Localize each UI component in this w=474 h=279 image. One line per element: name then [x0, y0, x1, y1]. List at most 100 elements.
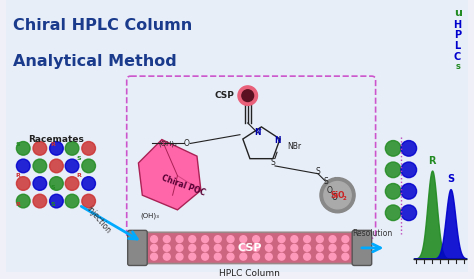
- Circle shape: [385, 184, 401, 199]
- Text: CSP: CSP: [237, 243, 262, 253]
- Circle shape: [304, 236, 310, 242]
- Circle shape: [33, 194, 46, 208]
- Circle shape: [385, 205, 401, 221]
- Circle shape: [240, 253, 247, 260]
- Text: R: R: [76, 173, 82, 178]
- Circle shape: [329, 244, 336, 251]
- Circle shape: [329, 236, 336, 242]
- Circle shape: [17, 141, 30, 155]
- Circle shape: [164, 244, 170, 251]
- Text: (OH)₂: (OH)₂: [158, 140, 177, 147]
- Circle shape: [317, 236, 323, 242]
- Circle shape: [291, 253, 298, 260]
- Circle shape: [65, 194, 79, 208]
- Circle shape: [227, 244, 234, 251]
- Circle shape: [65, 159, 79, 173]
- Circle shape: [33, 177, 46, 190]
- Circle shape: [401, 184, 417, 199]
- Circle shape: [176, 236, 183, 242]
- Text: S: S: [15, 142, 20, 147]
- Text: HPLC Column: HPLC Column: [219, 270, 280, 278]
- Text: s: s: [455, 62, 460, 71]
- Circle shape: [278, 244, 285, 251]
- Text: N: N: [274, 136, 280, 145]
- Circle shape: [291, 236, 298, 242]
- Circle shape: [401, 162, 417, 178]
- Circle shape: [324, 182, 351, 209]
- Circle shape: [201, 244, 209, 251]
- Circle shape: [304, 244, 310, 251]
- Circle shape: [17, 177, 30, 190]
- Text: u: u: [454, 8, 462, 18]
- Text: NBr: NBr: [287, 142, 301, 151]
- Text: S: S: [50, 185, 55, 190]
- Text: (OH)₃: (OH)₃: [141, 212, 160, 219]
- Circle shape: [320, 178, 355, 213]
- Circle shape: [265, 236, 272, 242]
- Circle shape: [17, 159, 30, 173]
- Circle shape: [50, 177, 63, 190]
- Circle shape: [329, 253, 336, 260]
- Text: O: O: [332, 193, 337, 202]
- Text: injection: injection: [84, 204, 112, 235]
- Text: P: P: [454, 30, 461, 40]
- Text: 2: 2: [343, 196, 346, 201]
- Circle shape: [214, 253, 221, 260]
- Circle shape: [342, 253, 349, 260]
- Circle shape: [278, 253, 285, 260]
- FancyBboxPatch shape: [352, 230, 372, 266]
- Text: R: R: [15, 173, 20, 178]
- Text: R: R: [15, 203, 20, 208]
- Text: O: O: [183, 139, 189, 148]
- Text: S: S: [316, 167, 320, 176]
- Polygon shape: [138, 140, 201, 210]
- Text: +: +: [256, 127, 261, 132]
- Text: Analytical Method: Analytical Method: [13, 54, 177, 69]
- Circle shape: [242, 90, 254, 102]
- Circle shape: [33, 159, 46, 173]
- FancyBboxPatch shape: [140, 232, 359, 264]
- Circle shape: [291, 244, 298, 251]
- Circle shape: [50, 141, 63, 155]
- Text: SiO: SiO: [330, 191, 345, 200]
- Text: Chiral HPLC Column: Chiral HPLC Column: [13, 18, 193, 33]
- Text: Racemates: Racemates: [28, 135, 84, 144]
- Circle shape: [385, 162, 401, 178]
- Circle shape: [176, 244, 183, 251]
- Text: S: S: [77, 156, 81, 161]
- Circle shape: [82, 141, 95, 155]
- Text: C: C: [454, 52, 461, 62]
- Text: R: R: [428, 156, 436, 166]
- Circle shape: [253, 244, 259, 251]
- Text: CSP: CSP: [214, 91, 234, 100]
- Circle shape: [253, 253, 259, 260]
- Circle shape: [151, 236, 157, 242]
- Circle shape: [82, 159, 95, 173]
- Circle shape: [401, 205, 417, 221]
- Circle shape: [401, 141, 417, 156]
- Circle shape: [265, 253, 272, 260]
- Circle shape: [253, 236, 259, 242]
- Circle shape: [17, 194, 30, 208]
- Circle shape: [342, 244, 349, 251]
- Circle shape: [342, 236, 349, 242]
- Text: S: S: [323, 177, 328, 186]
- Circle shape: [265, 244, 272, 251]
- Circle shape: [238, 86, 257, 105]
- Circle shape: [189, 244, 196, 251]
- Circle shape: [189, 236, 196, 242]
- Circle shape: [164, 253, 170, 260]
- Circle shape: [176, 253, 183, 260]
- Circle shape: [227, 253, 234, 260]
- Circle shape: [214, 236, 221, 242]
- Text: S: S: [447, 174, 454, 184]
- Circle shape: [151, 244, 157, 251]
- Text: S: S: [271, 158, 275, 167]
- Circle shape: [151, 253, 157, 260]
- Text: Resolution: Resolution: [353, 229, 393, 238]
- Text: L: L: [455, 41, 461, 51]
- Text: N: N: [254, 128, 261, 137]
- Text: O: O: [327, 186, 333, 195]
- Circle shape: [201, 236, 209, 242]
- Circle shape: [33, 141, 46, 155]
